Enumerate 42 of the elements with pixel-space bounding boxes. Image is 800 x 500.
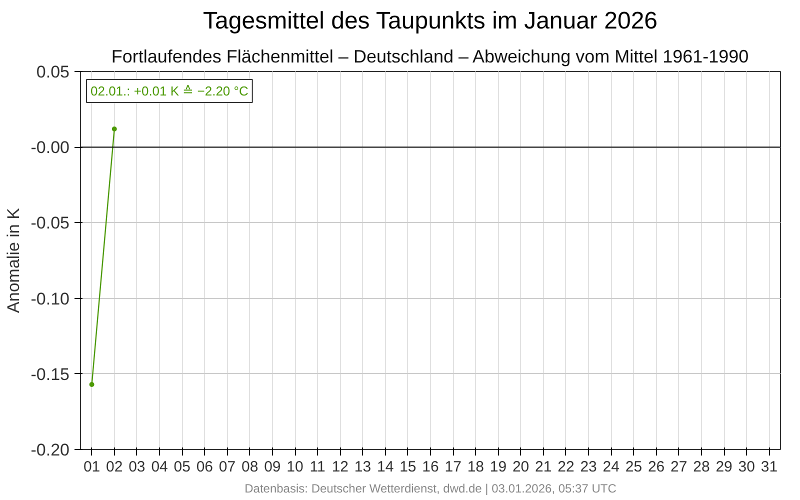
x-tick-label: 31 <box>760 458 778 476</box>
x-tick-label: 29 <box>716 458 732 476</box>
y-tick-label: -0.00 <box>30 138 70 158</box>
x-tick-label: 22 <box>558 458 574 476</box>
y-tick-label: -0.15 <box>30 364 70 384</box>
x-tick-label: 11 <box>310 458 326 476</box>
y-tick-label: 0.05 <box>36 62 70 82</box>
x-tick-label: 02 <box>106 458 123 476</box>
y-axis-title: Anomalie in K <box>4 207 23 313</box>
y-tick-label: -0.20 <box>30 440 70 460</box>
x-tick-label: 25 <box>625 458 642 476</box>
x-tick-label: 09 <box>264 458 281 476</box>
x-tick-label: 06 <box>196 458 214 476</box>
y-tick-label: -0.05 <box>30 214 70 233</box>
x-tick-label: 24 <box>602 458 620 476</box>
x-tick-label: 20 <box>512 458 530 476</box>
x-tick-label: 08 <box>242 458 258 476</box>
x-tick-label: 01 <box>83 458 100 476</box>
x-tick-label: 27 <box>670 458 688 476</box>
chart-subtitle: Fortlaufendes Flächenmittel – Deutschland – Abweichung vom Mittel 1961-1990 <box>111 46 749 66</box>
x-tick-label: 13 <box>354 458 372 476</box>
x-tick-label: 30 <box>738 458 755 476</box>
x-tick-label: 26 <box>648 458 665 476</box>
x-tick-label: 05 <box>174 458 190 476</box>
x-tick-label: 23 <box>580 458 597 476</box>
x-tick-label: 18 <box>467 458 484 476</box>
x-tick-label: 21 <box>535 458 552 476</box>
x-tick-label: 03 <box>128 458 146 476</box>
x-tick-label: 14 <box>376 458 394 476</box>
annotation: 02.01.: +0.01 K ≙ −2.20 °C <box>90 84 248 98</box>
x-tick-label: 16 <box>422 458 439 476</box>
x-tick-label: 19 <box>490 458 507 476</box>
x-tick-label: 12 <box>332 458 349 476</box>
y-tick-label: -0.10 <box>30 289 70 308</box>
x-tick-label: 17 <box>444 458 462 476</box>
x-tick-label: 15 <box>400 458 416 476</box>
chart-title: Tagesmittel des Taupunkts im Januar 2026 <box>203 8 658 34</box>
text: Datenbasis: Deutscher Wetterdienst, dwd.de | 03.01.2026, 05:37 UTC <box>244 482 617 496</box>
x-tick-label: 07 <box>218 458 236 476</box>
x-tick-label: 28 <box>693 458 710 476</box>
x-tick-label: 10 <box>286 458 304 476</box>
x-tick-label: 04 <box>151 458 168 476</box>
